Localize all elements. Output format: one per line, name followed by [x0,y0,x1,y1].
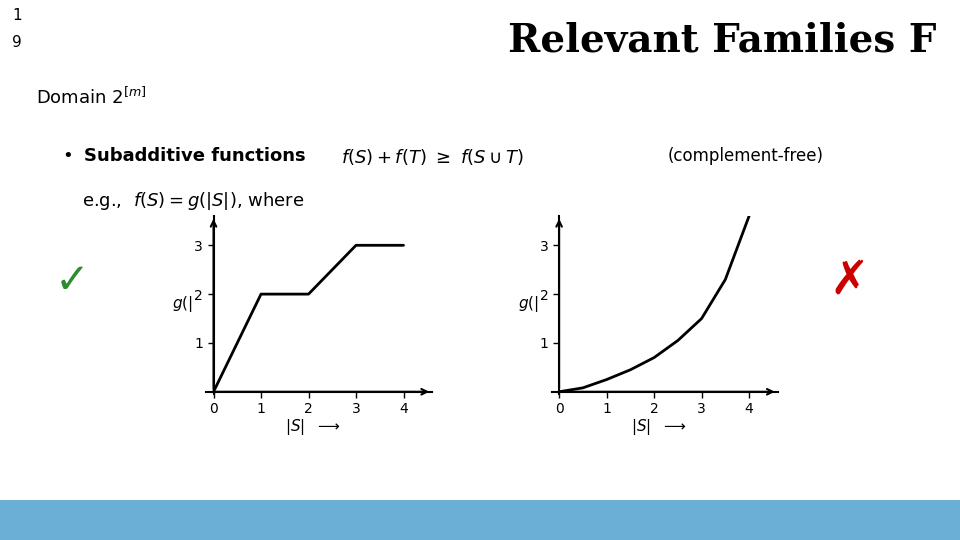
Text: 1: 1 [12,8,22,23]
Text: Relevant Families F: Relevant Families F [508,22,936,59]
Text: Domain $2^{[m]}$: Domain $2^{[m]}$ [36,86,147,107]
Text: $f(S) + f(T)\ \geq\ f(S \cup T)$: $f(S) + f(T)\ \geq\ f(S \cup T)$ [341,147,523,167]
Text: 9: 9 [12,35,22,50]
Text: ✗: ✗ [829,258,870,303]
Text: •: • [62,147,73,165]
Text: e.g.,  $f(S) = g(|S|)$, where: e.g., $f(S) = g(|S|)$, where [82,190,303,212]
Text: $g($|: $g($| [172,294,193,314]
Text: (complement-free): (complement-free) [667,147,823,165]
Text: Subadditive functions: Subadditive functions [84,147,306,165]
Text: ✓: ✓ [55,260,89,302]
Text: $|S|$  $\longrightarrow$: $|S|$ $\longrightarrow$ [631,417,686,437]
Text: $|S|$  $\longrightarrow$: $|S|$ $\longrightarrow$ [285,417,341,437]
Text: $g($|: $g($| [517,294,539,314]
Bar [0,500,960,540]
